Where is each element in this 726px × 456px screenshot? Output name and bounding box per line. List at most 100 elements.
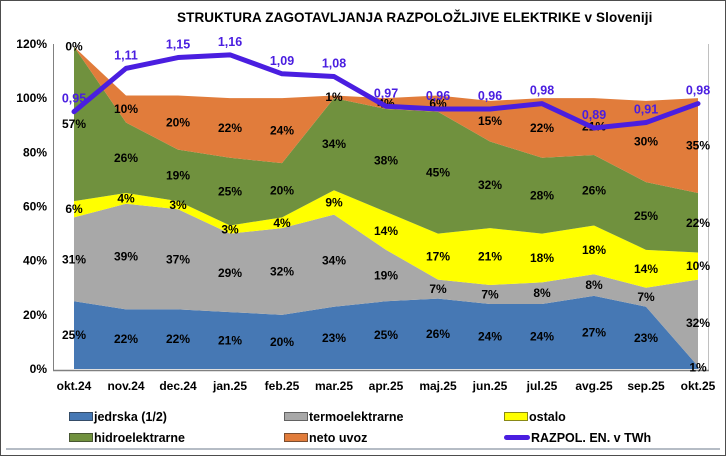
data-label: 26% [426,327,450,341]
data-label: 14% [374,224,398,238]
data-label: 15% [478,114,502,128]
line-data-label: 0,89 [582,108,606,122]
legend-column: jedrska (1/2) hidroelektrarne [69,409,186,445]
data-label: 28% [530,189,554,203]
data-label: 22% [686,216,710,230]
data-label: 26% [582,183,606,197]
data-label: 24% [478,330,502,344]
x-axis-tick-label: okt.25 [681,379,716,393]
legend-item-neto-uvoz: neto uvoz [284,430,404,445]
x-axis-tick-label: jul.25 [526,379,558,393]
data-label: 39% [114,250,138,264]
data-label: 7% [481,288,499,302]
data-label: 31% [62,252,86,266]
x-axis-tick-label: maj.25 [419,379,457,393]
x-axis-tick-label: jun.25 [472,379,508,393]
data-label: 34% [322,137,346,151]
data-label: 22% [114,332,138,346]
data-label: 8% [533,286,551,300]
data-label: 20% [270,335,294,349]
data-label: 30% [634,135,658,149]
data-label: 14% [634,262,658,276]
legend-label: ostalo [529,409,566,424]
legend-item-hidroelektrarne: hidroelektrarne [69,430,186,445]
line-data-label: 0,97 [374,86,398,100]
data-label: 17% [426,250,450,264]
x-axis-tick-label: feb.25 [265,379,300,393]
data-label: 35% [686,139,710,153]
data-label: 22% [530,121,554,135]
line-data-label: 1,08 [322,57,346,71]
legend-item-razpol-en-v-twh: RAZPOL. EN. v TWh [504,430,652,445]
data-label: 6% [65,202,83,216]
chart-title: STRUKTURA ZAGOTAVLJANJA RAZPOLOŽLJIVE EL… [177,10,653,25]
data-label: 21% [218,334,242,348]
area-jedrska-1-2- [74,295,698,369]
legend-swatch-hidroelektrarne [69,433,93,442]
legend-swatch-neto-uvoz [284,433,308,442]
y-axis-tick-label: 120% [16,37,47,51]
legend-item-termoelektrarne: termoelektrarne [284,409,404,424]
line-data-label: 1,11 [114,48,138,62]
line-data-label: 0,96 [478,89,502,103]
data-label: 7% [637,290,655,304]
x-axis-tick-label: okt.24 [57,379,92,393]
y-axis-tick-label: 20% [23,308,47,322]
data-label: 22% [218,121,242,135]
line-data-label: 1,09 [270,54,294,68]
line-razpol-en-twh [71,52,701,131]
line-data-label: 1,16 [218,35,242,49]
data-label: 3% [221,223,239,237]
data-label: 23% [322,331,346,345]
legend: jedrska (1/2) hidroelektrarne termoelektra… [1,405,725,449]
area-ostalo [74,190,698,288]
data-label: 27% [582,325,606,339]
data-label: 25% [218,185,242,199]
data-label: 7% [429,282,447,296]
legend-item-jedrska-1-2: jedrska (1/2) [69,409,185,424]
legend-swatch-jedrska-1-2 [69,412,93,421]
y-axis-tick-label: 40% [23,254,47,268]
line-data-label: 0,96 [426,89,450,103]
data-label: 3% [169,198,187,212]
data-label: 10% [686,259,710,273]
legend-label: neto uvoz [309,430,368,445]
data-label: 32% [686,316,710,330]
x-axis-tick-label: avg.25 [575,379,613,393]
legend-label: hidroelektrarne [94,430,186,445]
legend-label: jedrska (1/2) [94,409,167,424]
legend-column: ostalo RAZPOL. EN. v TWh [504,409,652,445]
data-label: 19% [166,168,190,182]
data-label: 20% [166,116,190,130]
data-label: 38% [374,153,398,167]
data-label: 4% [117,191,135,205]
line-data-label: 0,98 [686,84,710,98]
data-label: 23% [634,331,658,345]
legend-label: RAZPOL. EN. v TWh [531,430,652,445]
data-label: 45% [426,166,450,180]
y-axis-tick-label: 60% [23,200,47,214]
data-label: 22% [166,332,190,346]
data-label: 4% [273,216,291,230]
data-label: 21% [478,250,502,264]
data-label: 20% [270,183,294,197]
x-axis-tick-label: sep.25 [627,379,665,393]
data-label: 24% [270,124,294,138]
data-label: 25% [634,209,658,223]
line-data-label: 0,95 [62,92,86,106]
x-axis-tick-label: dec.24 [159,379,197,393]
x-axis-tick-label: nov.24 [107,379,144,393]
data-label: 0% [65,40,83,54]
y-axis-tick-label: 100% [16,91,47,105]
data-label: 10% [114,102,138,116]
line-data-label: 1,15 [166,38,190,52]
legend-line-swatch-razpol-en-v-twh [504,435,530,440]
data-label: 18% [582,243,606,257]
data-label: 24% [530,330,554,344]
data-label: 26% [114,151,138,165]
legend-label: termoelektrarne [309,409,404,424]
y-axis-tick-label: 0% [30,362,48,376]
legend-swatch-termoelektrarne [284,412,308,421]
legend-swatch-ostalo [504,412,528,421]
